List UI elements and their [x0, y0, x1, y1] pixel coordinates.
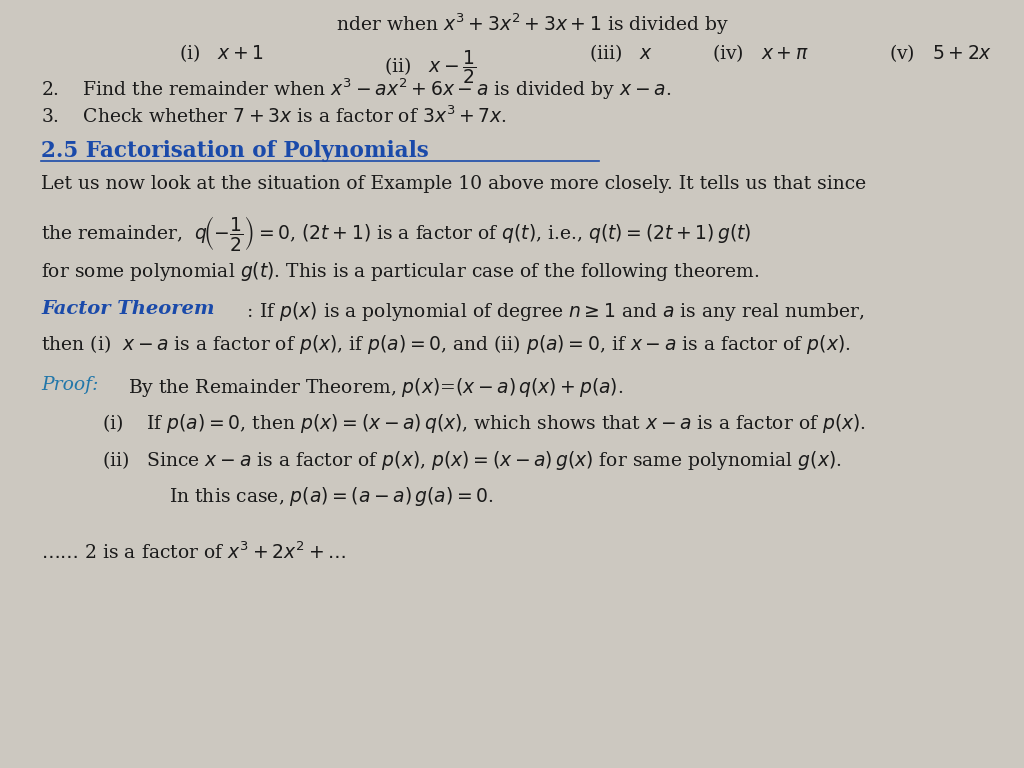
- Text: Let us now look at the situation of Example 10 above more closely. It tells us t: Let us now look at the situation of Exam…: [41, 175, 866, 193]
- Text: (v)   $5+2x$: (v) $5+2x$: [889, 42, 992, 64]
- Text: 2.    Find the remainder when $x^3-ax^2+6x-a$ is divided by $x-a$.: 2. Find the remainder when $x^3-ax^2+6x-…: [41, 77, 671, 102]
- Text: By the Remainder Theorem, $p(x)$=$(x-a)\,q(x)+p(a)$.: By the Remainder Theorem, $p(x)$=$(x-a)\…: [128, 376, 624, 399]
- Text: 2.5 Factorisation of Polynomials: 2.5 Factorisation of Polynomials: [41, 140, 429, 162]
- Text: : If $p(x)$ is a polynomial of degree $n\geq1$ and $a$ is any real number,: : If $p(x)$ is a polynomial of degree $n…: [241, 300, 864, 323]
- Text: (iii)   $x$: (iii) $x$: [589, 42, 652, 64]
- Text: In this case, $p(a)=(a-a)\,g(a)=0$.: In this case, $p(a)=(a-a)\,g(a)=0$.: [169, 485, 494, 508]
- Text: (ii)   $x-\dfrac{1}{2}$: (ii) $x-\dfrac{1}{2}$: [384, 48, 476, 86]
- Text: $\ldots\ldots$ 2 is a factor of $x^3+2x^2+\ldots$: $\ldots\ldots$ 2 is a factor of $x^3+2x^…: [41, 541, 346, 563]
- Text: Proof:: Proof:: [41, 376, 98, 394]
- Text: Factor Theorem: Factor Theorem: [41, 300, 214, 317]
- Text: nder when $x^3+3x^2+3x+1$ is divided by: nder when $x^3+3x^2+3x+1$ is divided by: [336, 12, 729, 37]
- Text: 3.    Check whether $7+3x$ is a factor of $3x^3+7x$.: 3. Check whether $7+3x$ is a factor of $…: [41, 106, 507, 127]
- Text: the remainder,  $q\!\left(-\dfrac{1}{2}\right)=0$, $(2t+1)$ is a factor of $q(t): the remainder, $q\!\left(-\dfrac{1}{2}\r…: [41, 214, 752, 253]
- Text: (i)    If $p(a)=0$, then $p(x)=(x-a)\,q(x)$, which shows that $x-a$ is a factor : (i) If $p(a)=0$, then $p(x)=(x-a)\,q(x)$…: [102, 412, 866, 435]
- Text: (i)   $x+1$: (i) $x+1$: [179, 42, 264, 64]
- Text: (ii)   Since $x-a$ is a factor of $p(x)$, $p(x)=(x-a)\,g(x)$ for same polynomial: (ii) Since $x-a$ is a factor of $p(x)$, …: [102, 449, 842, 472]
- Text: for some polynomial $g(t)$. This is a particular case of the following theorem.: for some polynomial $g(t)$. This is a pa…: [41, 260, 760, 283]
- Text: then (i)  $x-a$ is a factor of $p(x)$, if $p(a)=0$, and (ii) $p(a)=0$, if $x-a$ : then (i) $x-a$ is a factor of $p(x)$, if…: [41, 333, 851, 356]
- Text: (iv)   $x+\pi$: (iv) $x+\pi$: [712, 42, 808, 64]
